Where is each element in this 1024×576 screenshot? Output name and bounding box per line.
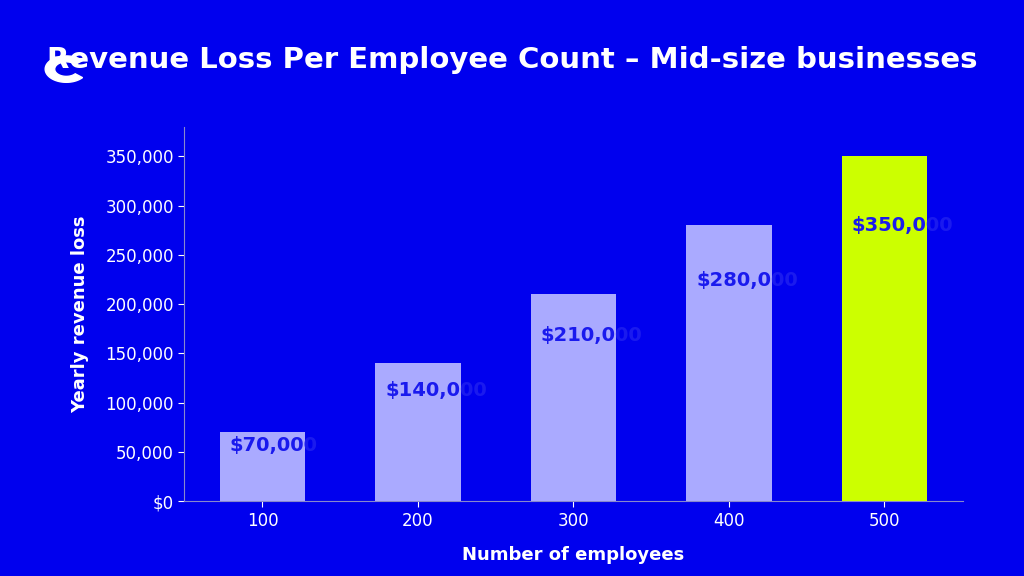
Polygon shape <box>45 56 83 82</box>
Bar <box>375 363 461 501</box>
Text: $70,000: $70,000 <box>230 437 318 456</box>
Bar <box>842 156 927 501</box>
Bar <box>220 432 305 501</box>
Text: $280,000: $280,000 <box>696 271 798 290</box>
Text: $140,000: $140,000 <box>385 381 487 400</box>
X-axis label: Number of employees: Number of employees <box>462 546 685 564</box>
Bar <box>686 225 772 501</box>
Bar <box>530 294 616 501</box>
Text: $210,000: $210,000 <box>541 326 643 345</box>
Text: $350,000: $350,000 <box>852 216 953 235</box>
Y-axis label: Yearly revenue loss: Yearly revenue loss <box>71 215 89 412</box>
Text: Revenue Loss Per Employee Count – Mid-size businesses: Revenue Loss Per Employee Count – Mid-si… <box>47 46 977 74</box>
